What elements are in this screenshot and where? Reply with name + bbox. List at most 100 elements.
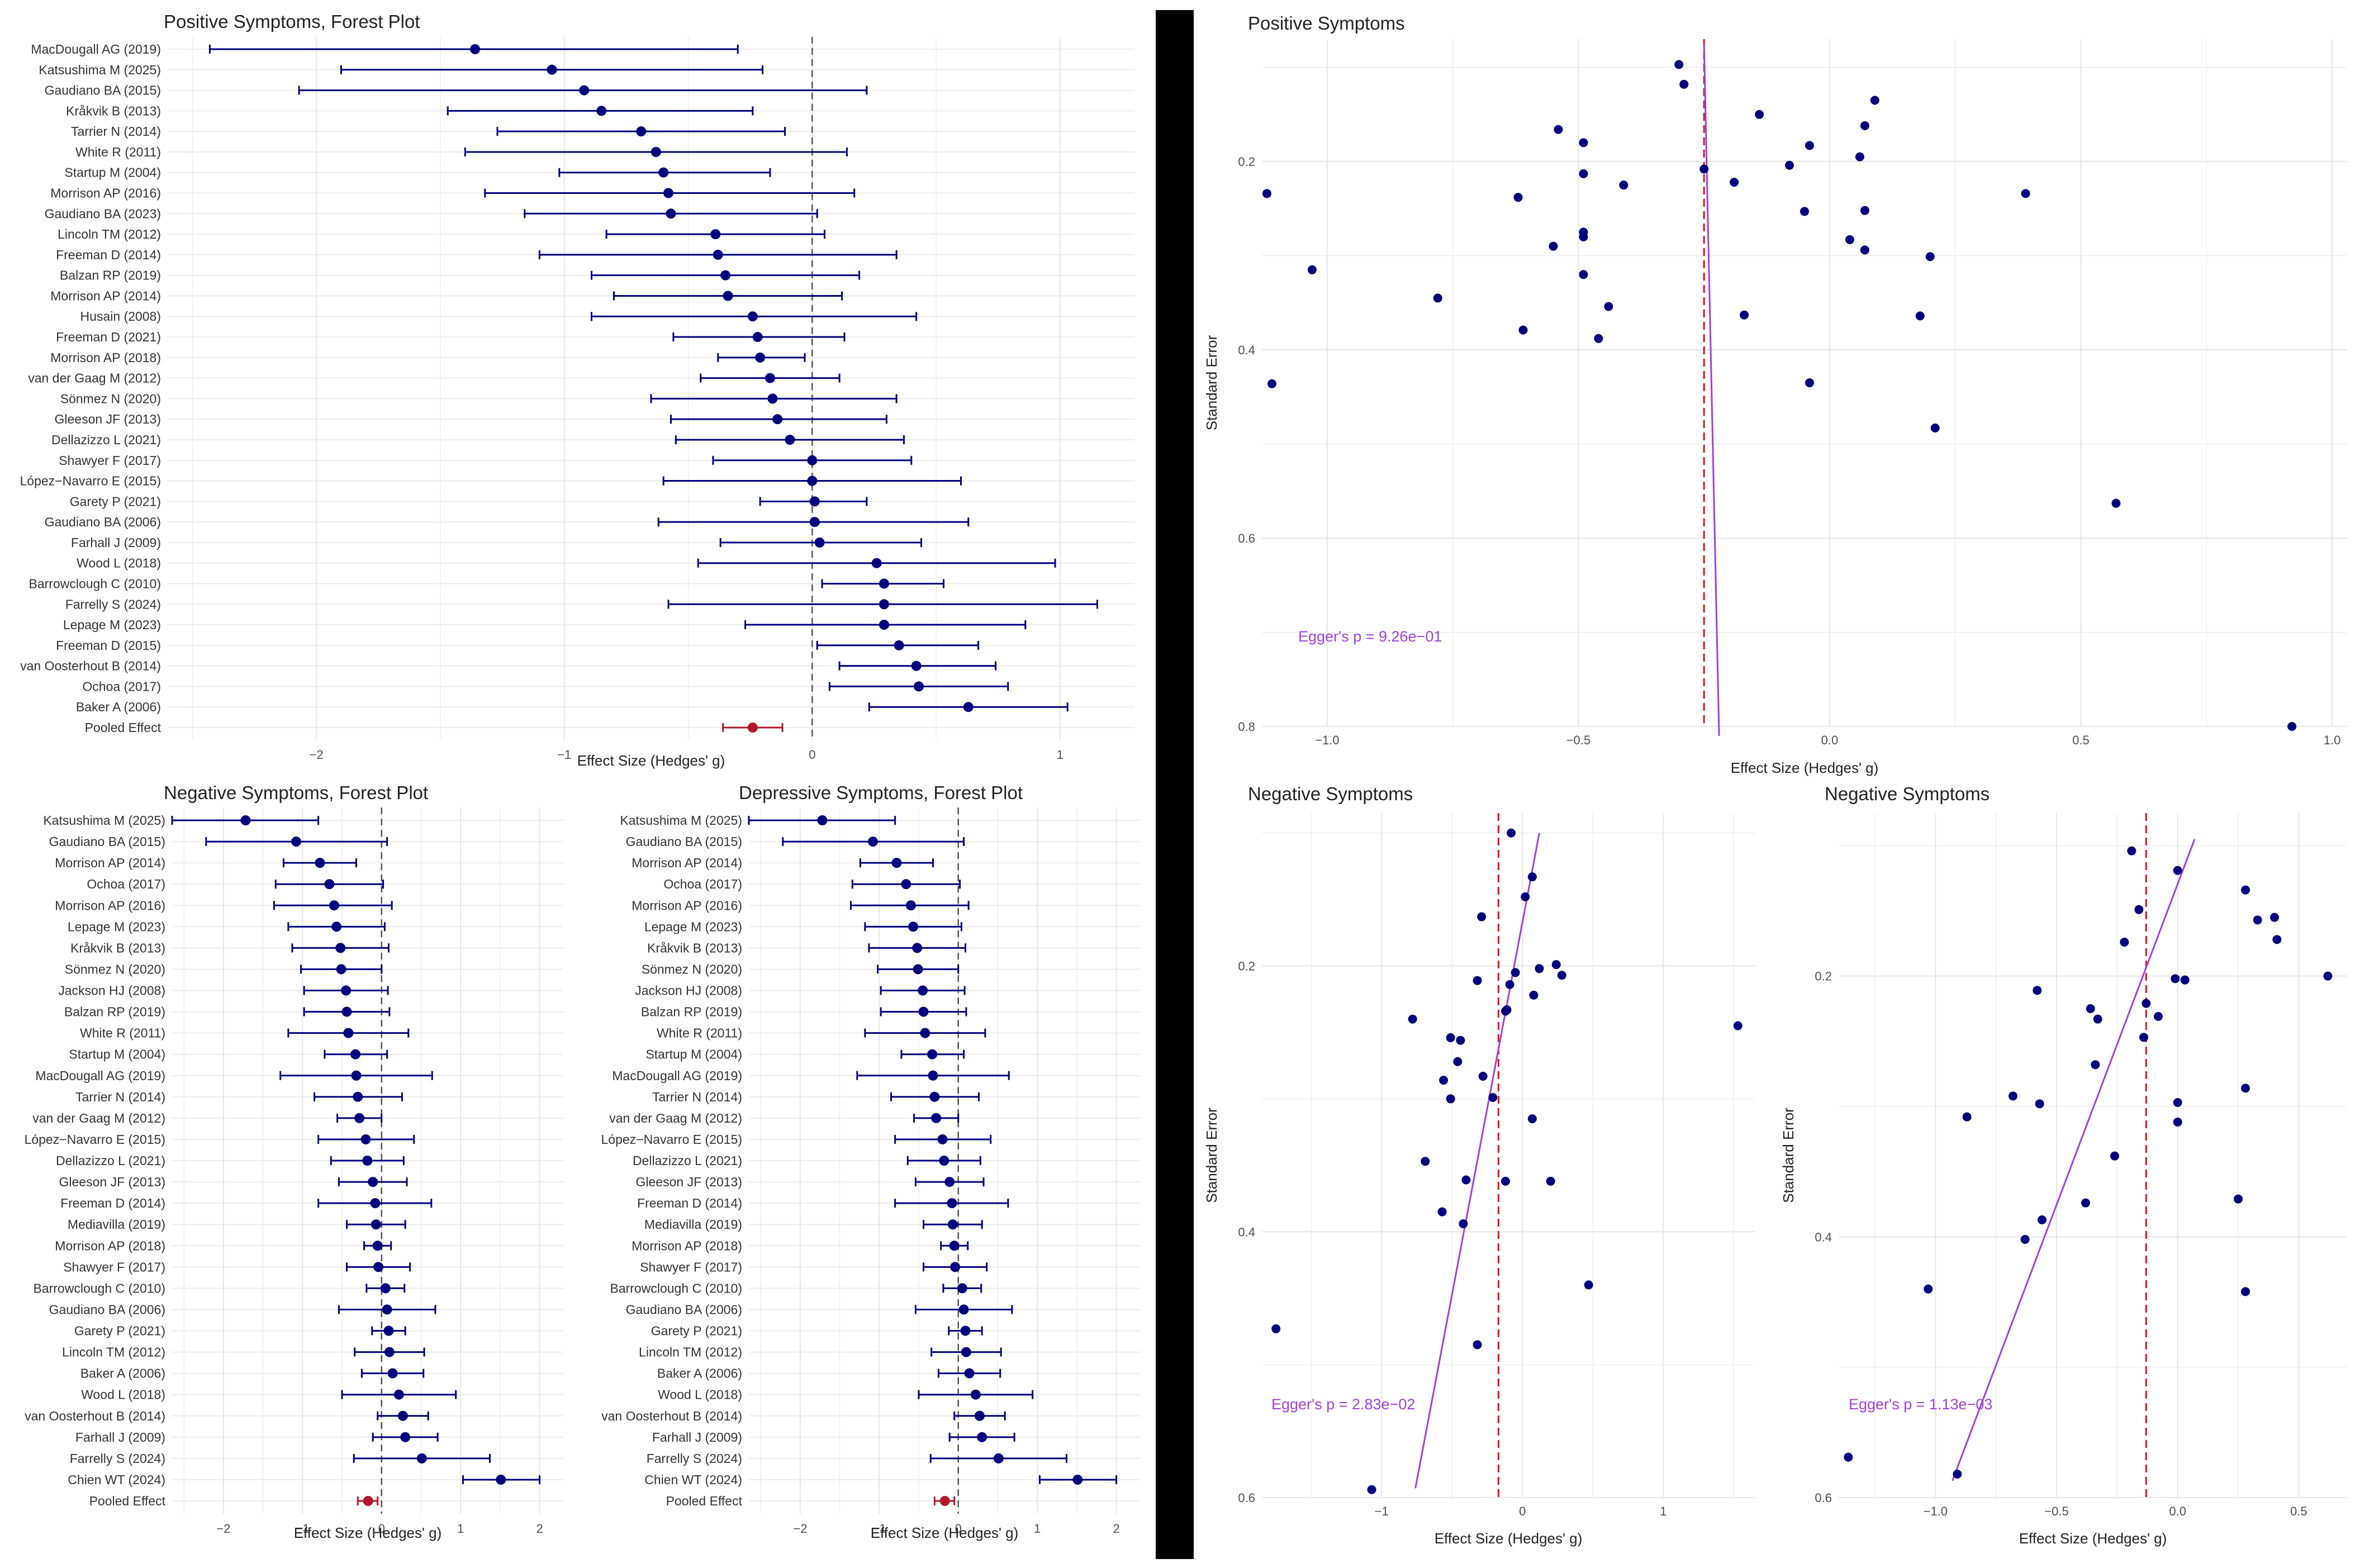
study-label: Garety P (2021) — [651, 1324, 742, 1338]
study-point — [1527, 1114, 1537, 1124]
study-point — [1953, 1470, 1962, 1479]
study-point — [397, 1410, 408, 1421]
study-label: Gaudiano BA (2015) — [45, 83, 161, 98]
study-point — [336, 964, 346, 975]
study-point — [2154, 1012, 2163, 1021]
study-point — [2241, 885, 2250, 895]
study-label: Baker A (2006) — [76, 700, 161, 714]
study-label: Katsushima M (2025) — [43, 813, 165, 828]
study-point — [785, 434, 795, 445]
study-point — [949, 1241, 960, 1251]
study-label: Gaudiano BA (2006) — [45, 515, 161, 529]
study-point — [950, 1262, 961, 1272]
study-label: Chien WT (2024) — [68, 1472, 165, 1487]
dep_forest-chart: Depressive Symptoms, Forest Plot Katsushi… — [601, 782, 1140, 1541]
study-point — [371, 1219, 381, 1230]
study-point — [2091, 1060, 2100, 1070]
x-tick-label: −1 — [557, 748, 571, 762]
study-point — [1805, 141, 1814, 150]
dep_funnel-chart: Negative Symptoms −1.0 −0.5 0.0 0.5 0.2 0.4 0.6… — [1780, 783, 2347, 1547]
study-point — [2287, 722, 2297, 731]
study-point — [1594, 334, 1603, 343]
study-label: Farhall J (2009) — [71, 535, 161, 550]
panel-divider — [1156, 10, 1194, 1559]
study-point — [1507, 828, 1516, 838]
study-point — [1699, 164, 1709, 174]
study-label: Gaudiano BA (2006) — [49, 1302, 165, 1317]
y-tick-label: 0.2 — [1238, 155, 1255, 169]
study-point — [879, 620, 889, 630]
study-point — [2272, 935, 2282, 944]
study-point — [1800, 207, 1809, 216]
study-point — [1546, 1176, 1555, 1186]
study-point — [912, 943, 923, 953]
study-point — [879, 578, 889, 589]
study-label: Jackson HJ (2008) — [58, 983, 165, 998]
study-label: Morrison AP (2014) — [55, 856, 165, 870]
study-point — [2120, 938, 2129, 947]
study-label: Startup M (2004) — [69, 1047, 165, 1062]
study-point — [2033, 986, 2042, 995]
study-point — [1477, 912, 1487, 921]
study-label: Tarrier N (2014) — [71, 124, 161, 139]
x-tick-label: 1 — [1660, 1504, 1666, 1518]
study-label: Morrison AP (2018) — [55, 1238, 165, 1253]
study-point — [1446, 1033, 1455, 1042]
study-point — [868, 837, 879, 847]
study-point — [1733, 1021, 1742, 1030]
study-point — [2110, 1151, 2119, 1161]
egger-regression-line — [1952, 839, 2196, 1481]
study-point — [382, 1304, 392, 1315]
study-point — [928, 1070, 938, 1081]
study-label: Farrelly S (2024) — [647, 1451, 742, 1466]
study-point — [636, 126, 647, 137]
pooled-point — [747, 723, 758, 733]
study-point — [2086, 1004, 2095, 1013]
x-tick-label: −1 — [1375, 1504, 1389, 1518]
study-point — [393, 1389, 404, 1400]
pooled-label: Pooled Effect — [666, 1494, 743, 1508]
study-label: van Oosterhout B (2014) — [25, 1409, 165, 1423]
study-label: Morrison AP (2014) — [632, 856, 742, 870]
study-label: Barrowclough C (2010) — [610, 1281, 742, 1295]
x-axis-label: Effect Size (Hedges' g) — [294, 1524, 442, 1541]
study-label: Gaudiano BA (2015) — [49, 834, 165, 849]
study-label: Ochoa (2017) — [663, 877, 742, 891]
x-tick-label: −2 — [310, 748, 324, 762]
study-label: Kråkvik B (2013) — [647, 940, 742, 955]
x-tick-label: −0.5 — [2044, 1504, 2068, 1518]
x-tick-label: −1.0 — [1924, 1504, 1948, 1518]
study-point — [2173, 1098, 2182, 1107]
study-label: Morrison AP (2018) — [50, 350, 161, 365]
study-point — [315, 858, 325, 868]
study-label: Katsushima M (2025) — [620, 813, 742, 828]
study-point — [2253, 915, 2262, 925]
study-point — [387, 1368, 398, 1379]
study-point — [1501, 1176, 1510, 1186]
y-tick-label: 0.6 — [1238, 531, 1255, 545]
study-point — [891, 858, 902, 868]
study-point — [1478, 1071, 1488, 1081]
study-label: Ochoa (2017) — [87, 877, 165, 891]
study-point — [1870, 96, 1879, 105]
study-point — [368, 1177, 378, 1187]
neg_forest-chart: Negative Symptoms, Forest Plot Katsushima… — [24, 782, 563, 1541]
study-point — [772, 414, 783, 425]
study-label: White R (2011) — [657, 1026, 742, 1040]
study-point — [993, 1453, 1004, 1464]
study-label: Ochoa (2017) — [82, 679, 161, 693]
study-label: López−Navarro E (2015) — [20, 474, 161, 488]
study-label: Shawyer F (2017) — [59, 453, 161, 468]
study-point — [817, 815, 828, 825]
study-point — [2111, 498, 2121, 508]
study-point — [579, 85, 590, 96]
study-point — [905, 900, 916, 911]
y-tick-label: 0.6 — [1238, 1491, 1255, 1505]
x-tick-label: 1.0 — [2324, 733, 2341, 747]
study-label: Lepage M (2023) — [644, 919, 742, 934]
study-point — [1674, 60, 1684, 69]
study-point — [324, 879, 335, 890]
study-point — [970, 1389, 981, 1400]
study-point — [961, 1347, 971, 1357]
study-point — [380, 1283, 391, 1294]
